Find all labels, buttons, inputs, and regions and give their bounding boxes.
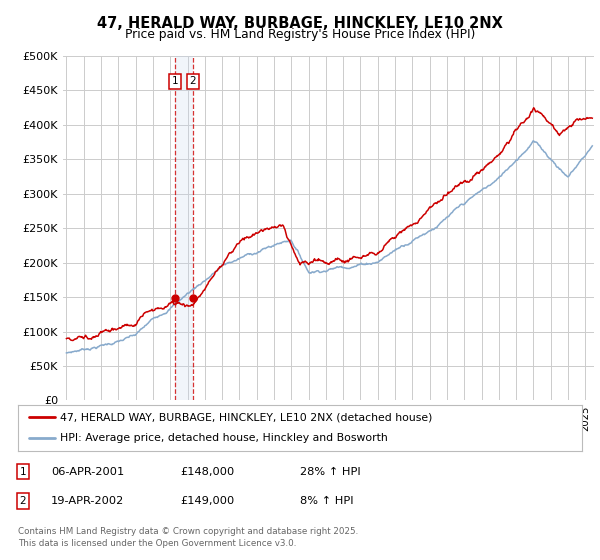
Text: HPI: Average price, detached house, Hinckley and Bosworth: HPI: Average price, detached house, Hinc…	[60, 433, 388, 444]
Text: 2: 2	[190, 77, 196, 86]
Text: Price paid vs. HM Land Registry's House Price Index (HPI): Price paid vs. HM Land Registry's House …	[125, 28, 475, 41]
Text: 19-APR-2002: 19-APR-2002	[51, 496, 124, 506]
Text: 1: 1	[19, 466, 26, 477]
Bar	[175, 56, 193, 400]
Text: £148,000: £148,000	[180, 466, 234, 477]
Text: 8% ↑ HPI: 8% ↑ HPI	[300, 496, 353, 506]
Text: 47, HERALD WAY, BURBAGE, HINCKLEY, LE10 2NX: 47, HERALD WAY, BURBAGE, HINCKLEY, LE10 …	[97, 16, 503, 31]
Text: 1: 1	[172, 77, 178, 86]
Text: Contains HM Land Registry data © Crown copyright and database right 2025.
This d: Contains HM Land Registry data © Crown c…	[18, 527, 358, 548]
Text: £149,000: £149,000	[180, 496, 234, 506]
Text: 47, HERALD WAY, BURBAGE, HINCKLEY, LE10 2NX (detached house): 47, HERALD WAY, BURBAGE, HINCKLEY, LE10 …	[60, 412, 433, 422]
Text: 28% ↑ HPI: 28% ↑ HPI	[300, 466, 361, 477]
Text: 06-APR-2001: 06-APR-2001	[51, 466, 124, 477]
Text: 2: 2	[19, 496, 26, 506]
